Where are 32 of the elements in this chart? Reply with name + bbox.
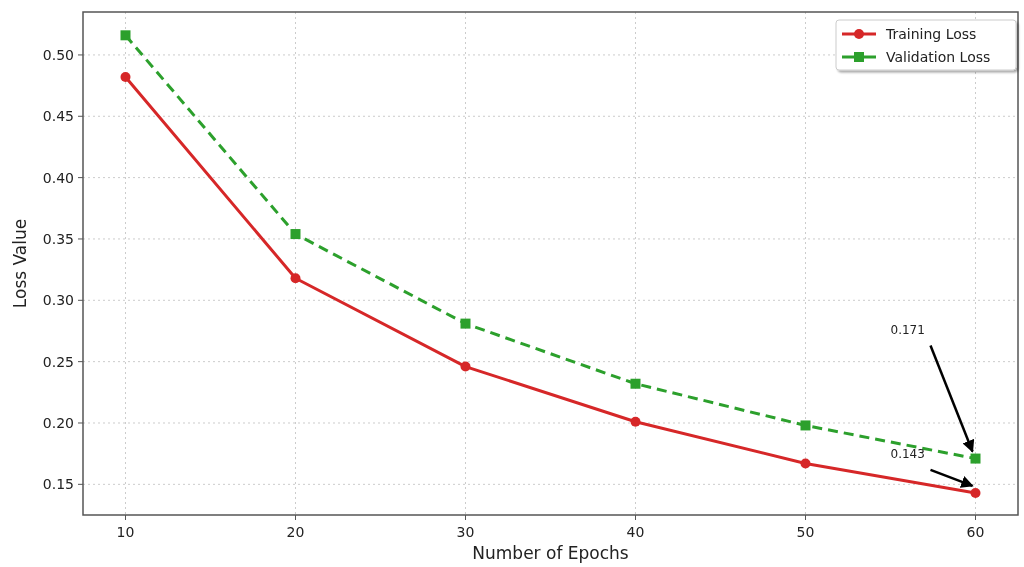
y-tick-label: 0.25: [42, 353, 74, 370]
y-tick-label: 0.50: [42, 46, 74, 63]
legend-label: Training Loss: [885, 25, 977, 42]
y-tick-label: 0.40: [42, 169, 74, 186]
point: [120, 72, 131, 83]
y-axis-title: Loss Value: [10, 218, 30, 309]
y-tick-label: 0.45: [42, 108, 74, 125]
annotation: 0.143: [890, 446, 925, 461]
legend-label: Validation Loss: [886, 48, 991, 65]
x-tick-label: 10: [116, 524, 135, 540]
point: [800, 420, 811, 431]
y-tick-label: 0.35: [42, 230, 74, 247]
point: [630, 378, 641, 389]
point: [460, 361, 471, 372]
x-tick-label: 20: [286, 524, 305, 540]
point: [460, 318, 471, 329]
x-tick-label: 50: [796, 524, 815, 540]
y-tick-label: 0.15: [42, 476, 74, 493]
x-axis-title: Number of Epochs: [472, 543, 629, 563]
point: [970, 453, 981, 464]
y-tick-label: 0.30: [42, 292, 74, 309]
x-tick-label: 60: [966, 524, 985, 540]
x-tick-label: 30: [456, 524, 475, 540]
point: [800, 458, 811, 469]
y-tick-label: 0.20: [42, 414, 74, 431]
point: [970, 487, 981, 498]
point: [120, 30, 131, 41]
point: [630, 416, 641, 427]
point: [290, 229, 301, 240]
point: [290, 273, 301, 284]
x-tick-label: 40: [626, 524, 645, 540]
annotation: 0.171: [890, 322, 925, 337]
